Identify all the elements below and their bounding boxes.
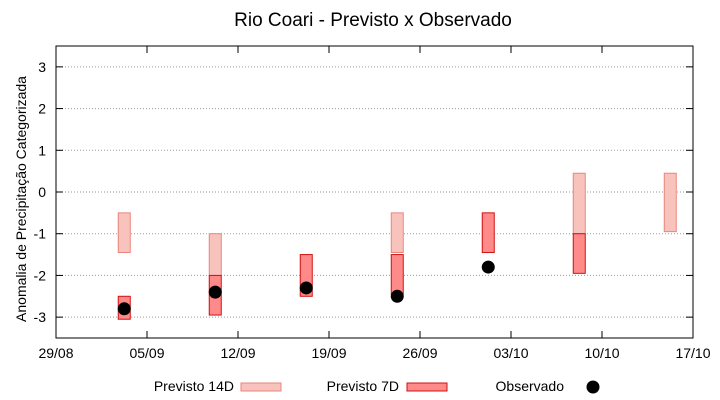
x-tick-label: 03/10 [493, 345, 528, 361]
data-marks [117, 172, 677, 320]
x-tick-label: 05/09 [129, 345, 164, 361]
y-axis-label: Anomalia de Precipitação Categorizada [13, 76, 29, 322]
y-tick-label: 1 [38, 142, 46, 158]
range-bar-14d [390, 212, 404, 253]
x-tick-label: 19/09 [311, 345, 346, 361]
legend-swatch [240, 382, 282, 392]
observed-point [208, 285, 222, 299]
legend-item-7d: Previsto 7D [327, 378, 448, 394]
y-tick-label: -3 [34, 309, 47, 325]
grid [55, 46, 694, 338]
observed-point [117, 302, 131, 316]
plot-frame [55, 45, 694, 339]
legend-label: Previsto 7D [327, 378, 399, 394]
observed-point [299, 281, 313, 295]
y-tick-label: -1 [34, 226, 47, 242]
legend-swatch [406, 382, 448, 392]
x-tick-label: 26/09 [402, 345, 437, 361]
y-tick-label: 0 [38, 184, 46, 200]
x-tick-label: 10/10 [584, 345, 619, 361]
legend-marker [586, 380, 600, 394]
legend-item-observado: Observado [496, 378, 600, 394]
x-tick-label: 17/10 [675, 345, 710, 361]
legend-label: Previsto 14D [154, 378, 234, 394]
y-tick-label: -2 [34, 267, 47, 283]
legend-item-14d: Previsto 14D [154, 378, 282, 394]
range-bar-7d [390, 254, 404, 295]
legend: Previsto 14D Previsto 7D Observado [154, 378, 600, 394]
observed-point [390, 289, 404, 303]
range-bar-14d [208, 233, 222, 276]
range-bar-14d [572, 172, 586, 235]
range-bar-7d [572, 233, 586, 274]
range-bar-14d [117, 212, 131, 253]
range-bar-14d [663, 172, 677, 233]
x-tick-label: 29/08 [38, 345, 73, 361]
legend-label: Observado [496, 378, 565, 394]
tick-labels: -3 -2 -1 0 1 2 3 29/08 05/09 12/09 19/09 26/09 03/10… [34, 59, 711, 361]
observed-point [481, 260, 495, 274]
y-tick-label: 2 [38, 101, 46, 117]
chart-title: Rio Coari - Previsto x Observado [234, 10, 512, 31]
x-tick-label: 12/09 [220, 345, 255, 361]
y-tick-label: 3 [38, 59, 46, 75]
range-bar-7d [481, 212, 495, 253]
